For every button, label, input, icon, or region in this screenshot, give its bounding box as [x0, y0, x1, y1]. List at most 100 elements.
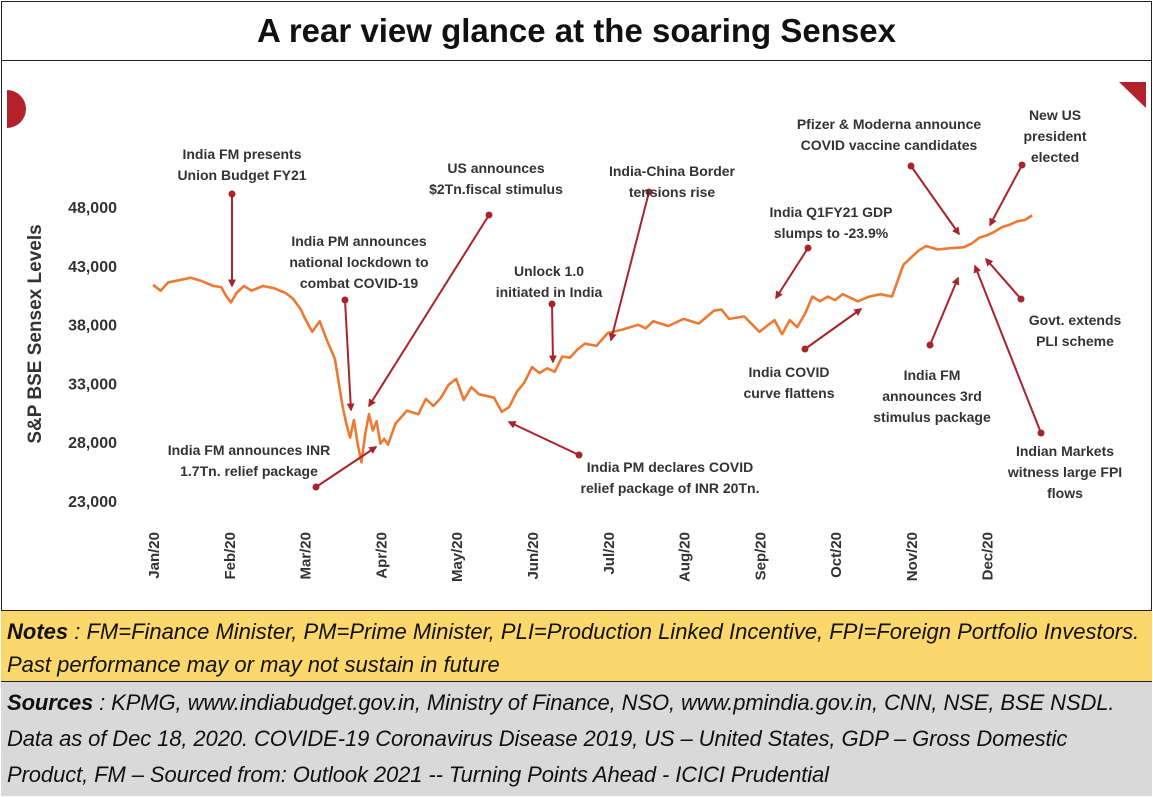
- x-tick-label: Jan/20: [146, 532, 163, 579]
- notes-text: : FM=Finance Minister, PM=Prime Minister…: [7, 619, 1140, 677]
- annotation-label-line: national lockdown to: [289, 254, 428, 270]
- annotation-arrow-dot: [1017, 295, 1025, 303]
- annotation-arrow-dot: [801, 345, 809, 353]
- sources-panel: Sources : KPMG, www.indiabudget.gov.in, …: [1, 682, 1152, 796]
- annotation-label-line: slumps to -23.9%: [774, 225, 889, 241]
- annotation-arrow-dot: [485, 211, 493, 219]
- notes-label: Notes: [7, 619, 69, 644]
- annotation-arrow: [985, 257, 1022, 300]
- annotation-label-line: stimulus package: [873, 409, 991, 425]
- annotation-arrow: [929, 276, 960, 346]
- x-tick-label: Nov/20: [904, 532, 921, 581]
- annotation-label-line: combat COVID-19: [300, 275, 418, 291]
- annotation-label: India Q1FY21 GDP slumps to -23.9%: [770, 204, 893, 241]
- annotation-arrow-dot: [312, 483, 320, 491]
- annotation-label-line: India-China Border: [609, 163, 736, 179]
- annotation-arrow-dot: [575, 451, 583, 459]
- annotation-label: India COVID curve flattens: [743, 364, 834, 401]
- annotation-label-line: Pfizer & Moderna announce: [797, 116, 982, 132]
- annotation-arrow: [973, 264, 1042, 434]
- annotation-label-line: announces 3rd: [882, 388, 982, 404]
- corner-decoration-left: [7, 90, 26, 128]
- annotation-arrow-dot: [804, 244, 812, 252]
- y-axis-label: S&P BSE Sensex Levels: [25, 224, 46, 443]
- annotation-arrow: [910, 165, 960, 236]
- annotation-label-line: Indian Markets: [1016, 443, 1114, 459]
- annotation-label-line: PLI scheme: [1036, 333, 1114, 349]
- annotation-arrow: [507, 421, 580, 456]
- annotation-label-line: Union Budget FY21: [177, 167, 306, 183]
- annotation-arrow: [548, 303, 557, 364]
- annotation-label: Unlock 1.0 initiated in India: [496, 263, 603, 300]
- annotation-label-line: 1.7Tn. relief package: [180, 463, 318, 479]
- annotation-arrow: [775, 247, 809, 300]
- chart-title: A rear view glance at the soaring Sensex: [1, 1, 1152, 61]
- annotation-label-line: India COVID: [749, 364, 830, 380]
- annotation-arrow: [989, 164, 1023, 227]
- annotation-label-line: tensions rise: [629, 184, 716, 200]
- annotation-label: India PM declares COVID relief package of…: [581, 459, 760, 496]
- annotation-label-line: India FM: [904, 367, 961, 383]
- annotation-arrow: [368, 214, 490, 408]
- y-tick-label: 43,000: [68, 259, 117, 276]
- x-tick-label: Mar/20: [298, 532, 315, 580]
- annotation-label: US announces $2Tn.fiscal stimulus: [429, 160, 563, 197]
- x-tick-label: Jul/20: [601, 532, 618, 575]
- annotation-label-line: India Q1FY21 GDP: [770, 204, 893, 220]
- annotation-arrow-dot: [341, 296, 349, 304]
- annotation-label-line: president: [1023, 128, 1086, 144]
- annotation-arrow: [344, 299, 355, 412]
- y-tick-label: 33,000: [68, 376, 117, 393]
- annotation-label-line: India FM presents: [182, 146, 301, 162]
- annotation-label: Govt. extends PLI scheme: [1029, 312, 1122, 349]
- annotation-label: India FM announces INR 1.7Tn. relief pack…: [168, 442, 331, 479]
- annotation-label-line: initiated in India: [496, 284, 603, 300]
- y-tick-label: 38,000: [68, 318, 117, 335]
- annotation-arrow-dot: [1018, 161, 1026, 169]
- sources-label: Sources: [7, 690, 94, 715]
- annotation-label-line: New US: [1029, 107, 1081, 123]
- x-tick-label: Oct/20: [828, 532, 845, 578]
- annotation-arrow-dot: [907, 162, 915, 170]
- x-tick-label: Sep/20: [752, 532, 769, 580]
- x-tick-label: Dec/20: [980, 532, 997, 580]
- annotation-label-line: witness large FPI: [1007, 464, 1122, 480]
- annotation-label-line: India PM declares COVID: [587, 459, 754, 475]
- annotation-label-line: $2Tn.fiscal stimulus: [429, 181, 563, 197]
- annotation-arrow-dot: [645, 188, 653, 196]
- annotation-label-line: flows: [1047, 485, 1083, 501]
- annotation-label: Indian Markets witness large FPI flows: [1007, 443, 1122, 501]
- annotation-arrow-dot: [1037, 429, 1045, 437]
- sensex-line-chart: S&P BSE Sensex Levels 23,000 28,000 33,000…: [7, 82, 1146, 582]
- y-tick-label: 48,000: [68, 200, 117, 217]
- sources-text: : KPMG, www.indiabudget.gov.in, Ministry…: [7, 690, 1115, 787]
- annotation-label-line: COVID vaccine candidates: [801, 137, 978, 153]
- y-axis-ticks: 23,000 28,000 33,000 38,000 43,000 48,000: [68, 200, 117, 511]
- corner-decoration-right: [1119, 82, 1146, 108]
- annotation-arrow: [315, 446, 378, 488]
- annotation-label-line: Unlock 1.0: [514, 263, 584, 279]
- annotation-arrow: [608, 191, 650, 342]
- annotation-arrow: [804, 308, 863, 350]
- y-tick-label: 28,000: [68, 435, 117, 452]
- annotation-label-line: curve flattens: [743, 385, 834, 401]
- annotation-label: India PM announces national lockdown to co…: [289, 233, 428, 291]
- annotation-label-line: Govt. extends: [1029, 312, 1122, 328]
- annotation-label: New US president elected: [1023, 107, 1086, 165]
- annotation-label-line: US announces: [447, 160, 544, 176]
- x-tick-label: Feb/20: [222, 532, 239, 580]
- y-tick-label: 23,000: [68, 494, 117, 511]
- x-tick-label: May/20: [449, 532, 466, 582]
- annotation-label: India-China Border tensions rise: [609, 163, 736, 200]
- annotation-label-line: elected: [1031, 149, 1079, 165]
- annotation-labels: India FM presents Union Budget FY21 India …: [168, 107, 1122, 501]
- annotation-arrow-dot: [228, 190, 236, 198]
- x-tick-label: Aug/20: [677, 532, 694, 582]
- annotation-arrows: [228, 161, 1045, 491]
- annotation-label-line: India PM announces: [291, 233, 427, 249]
- annotation-arrow-dot: [548, 300, 556, 308]
- sensex-series-line: [152, 214, 1033, 464]
- annotation-label: India FM announces 3rd stimulus package: [873, 367, 991, 425]
- x-tick-label: Jun/20: [525, 532, 542, 580]
- annotation-label-line: India FM announces INR: [168, 442, 331, 458]
